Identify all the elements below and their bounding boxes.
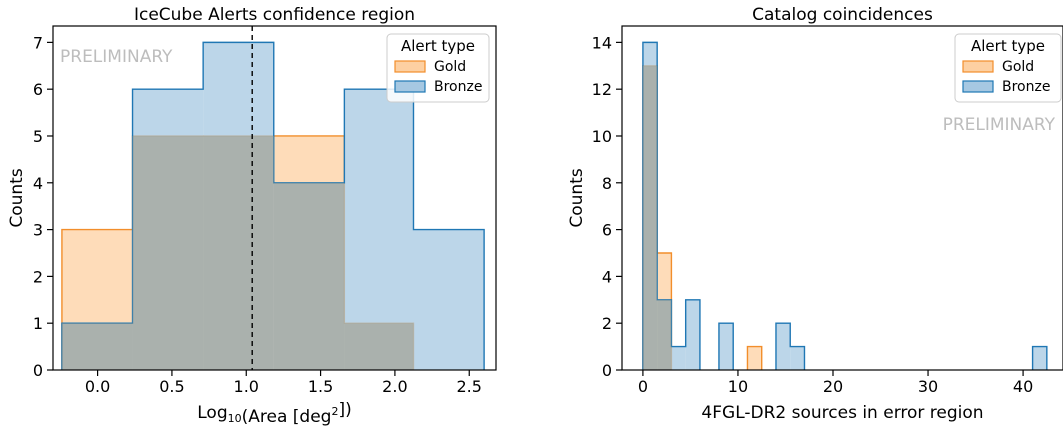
- bar-bronze-7: [1032, 346, 1047, 370]
- legend-swatch-bronze: [962, 80, 994, 93]
- bar-bronze-3: [685, 299, 700, 370]
- right-chart-catalog-coincidences: 0 10 20 30 40 0 2 4 6 8 10 12 14 Catalog coincidences…: [567, 5, 1063, 423]
- y-tick-label: 3: [33, 221, 43, 240]
- legend-title: Alert type: [401, 37, 475, 55]
- x-tick-label: 20: [823, 377, 843, 396]
- y-tick-label: 0: [602, 361, 612, 380]
- x-tick-label: 2.0: [382, 377, 407, 396]
- y-tick-label: 7: [33, 33, 43, 52]
- overlap-bar: [203, 135, 274, 370]
- bar-bronze-4: [718, 323, 734, 370]
- bar-bronze-5: [775, 323, 791, 370]
- y-tick-label: 14: [592, 33, 612, 52]
- legend-label-bronze: Bronze: [1002, 79, 1050, 95]
- y-tick-label: 0: [33, 361, 43, 380]
- y-tick-label: 8: [602, 174, 612, 193]
- overlap-bar: [273, 182, 345, 370]
- y-tick-label: 4: [602, 267, 612, 286]
- x-axis-label: Log10(Area [deg2]): [197, 400, 351, 427]
- y-tick-label: 4: [33, 174, 43, 193]
- overlap-bar: [132, 135, 204, 370]
- plot-frame: [621, 25, 1063, 371]
- bar-bronze-5: [413, 229, 485, 370]
- legend-swatch-gold: [394, 60, 426, 73]
- legend-label-gold: Gold: [434, 59, 466, 75]
- x-axis-label-part: 10: [228, 412, 242, 425]
- y-tick-label: 2: [602, 314, 612, 333]
- x-axis-label: 4FGL-DR2 sources in error region: [701, 403, 983, 423]
- x-axis-label-part: ]): [338, 400, 351, 420]
- preliminary-watermark: PRELIMINARY: [943, 115, 1056, 135]
- legend-swatch-gold: [962, 60, 994, 73]
- y-tick-label: 12: [592, 80, 612, 99]
- x-tick-label: 10: [728, 377, 748, 396]
- overlap-bar: [344, 323, 414, 370]
- legend-label-bronze: Bronze: [434, 79, 482, 95]
- x-axis-label-part: (Area [deg: [242, 407, 332, 427]
- y-axis-label: Counts: [567, 168, 587, 227]
- y-tick-label: 5: [33, 127, 43, 146]
- x-tick-label: 1.0: [234, 377, 259, 396]
- x-tick-label: 0.0: [85, 377, 110, 396]
- plot-frame: [52, 25, 497, 371]
- x-tick-label: 0: [638, 377, 648, 396]
- x-tick-label: 2.5: [457, 377, 482, 396]
- bar-gold-2: [747, 346, 762, 370]
- y-axis-label: Counts: [7, 168, 27, 227]
- overlap-region: [642, 65, 672, 370]
- y-tick-label: 1: [33, 314, 43, 333]
- overlap-bar: [61, 323, 133, 370]
- x-tick-label: 40: [1013, 377, 1033, 396]
- legend-swatch-bronze: [394, 80, 426, 93]
- legend-title: Alert type: [971, 37, 1045, 55]
- y-tick-label: 6: [33, 80, 43, 99]
- overlap-region: [61, 135, 414, 370]
- x-axis-label-part: 2: [331, 405, 338, 418]
- bar-bronze-2: [671, 346, 686, 370]
- bar-bronze-6: [790, 346, 805, 370]
- overlap-bar: [657, 299, 672, 370]
- y-tick-label: 2: [33, 267, 43, 286]
- x-tick-label: 30: [918, 377, 938, 396]
- legend-label-gold: Gold: [1002, 59, 1034, 75]
- y-tick-label: 6: [602, 221, 612, 240]
- legend: Alert type Gold Bronze: [954, 33, 1062, 103]
- left-chart-confidence-region: 0.0 0.5 1.0 1.5 2.0 2.5 0 1 2 3 4 5 6 7 IceCube Alerts…: [7, 5, 497, 427]
- overlap-bar: [642, 65, 658, 370]
- legend: Alert type Gold Bronze: [386, 33, 490, 103]
- y-tick-label: 10: [592, 127, 612, 146]
- x-axis-label-part: Log: [197, 403, 227, 423]
- chart-title: IceCube Alerts confidence region: [134, 5, 415, 25]
- x-tick-label: 1.5: [308, 377, 333, 396]
- x-tick-label: 0.5: [159, 377, 184, 396]
- preliminary-watermark: PRELIMINARY: [60, 47, 173, 67]
- chart-title: Catalog coincidences: [752, 5, 933, 25]
